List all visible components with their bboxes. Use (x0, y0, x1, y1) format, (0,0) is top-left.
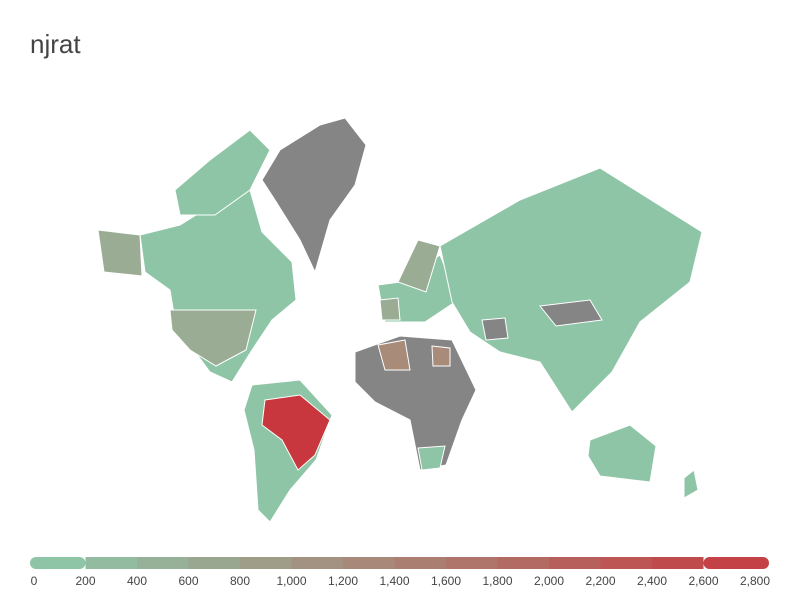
legend-tick-label: 800 (230, 574, 250, 588)
alaska (97, 229, 143, 277)
legend-swatch (497, 557, 549, 569)
greenland (261, 117, 367, 274)
south-africa (417, 445, 446, 471)
legend-swatch (240, 557, 292, 569)
legend-swatch (291, 557, 343, 569)
legend-tick-label: 2,400 (637, 574, 667, 588)
mongolia (539, 299, 603, 327)
legend-swatch (394, 557, 446, 569)
asia (439, 167, 703, 413)
usa (169, 309, 257, 367)
legend-tick-label: 400 (127, 574, 147, 588)
legend-tick-label: 600 (178, 574, 198, 588)
legend-tick-label: 1,200 (328, 574, 358, 588)
egypt (431, 345, 451, 367)
legend-tick-label: 1,800 (482, 574, 512, 588)
legend-swatch (549, 557, 601, 569)
legend-swatch (600, 557, 652, 569)
france (379, 297, 401, 321)
legend-tick-label: 2,200 (585, 574, 615, 588)
central-asia (481, 317, 509, 341)
legend-tick-label: 1,600 (431, 574, 461, 588)
legend-tick-label: 1,400 (379, 574, 409, 588)
australia (587, 424, 657, 483)
legend-swatch (137, 557, 189, 569)
africa (354, 335, 477, 471)
legend-tick-label: 2,600 (688, 574, 718, 588)
algeria (377, 339, 411, 371)
legend-tick-label: 200 (75, 574, 95, 588)
legend-swatch (652, 557, 704, 569)
legend-tick-label: 2,800 (740, 574, 770, 588)
legend-tick-label: 2,000 (534, 574, 564, 588)
legend-tick-label: 1,000 (276, 574, 306, 588)
legend-swatch (446, 557, 498, 569)
title: njrat (30, 29, 81, 59)
new-zealand (683, 469, 699, 499)
world-map (97, 117, 703, 523)
legend-swatch (343, 557, 395, 569)
arctic-islands (174, 129, 271, 216)
legend-tick-label: 0 (31, 574, 38, 588)
legend-swatch (85, 557, 137, 569)
legend-swatch (703, 557, 769, 569)
legend-swatch (30, 557, 86, 569)
legend: 0 200 400 600 800 1,000 1,200 1,400 1,600 1,800 2,… (30, 557, 770, 588)
legend-swatch (188, 557, 240, 569)
brazil (261, 394, 331, 471)
